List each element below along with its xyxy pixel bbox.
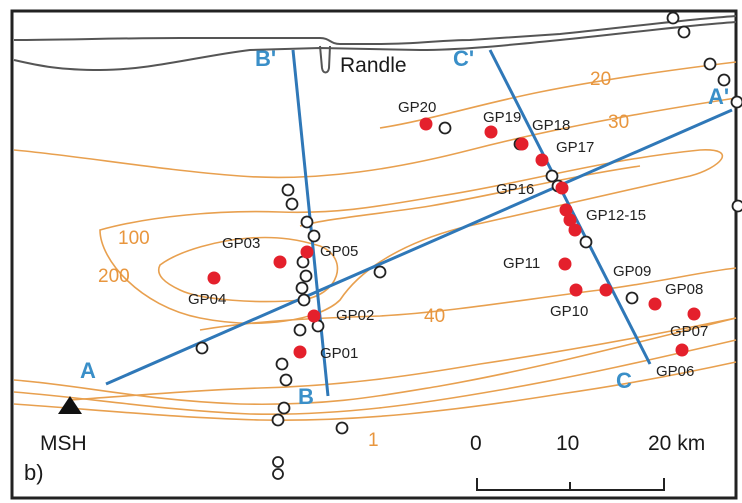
profile-label-a-end: A' [708, 84, 729, 109]
scale-bar: 0 10 20 km [470, 432, 705, 491]
profile-label-a-start: A [80, 358, 96, 383]
station-label-gp10: GP10 [550, 303, 588, 320]
station-gp11 [558, 257, 572, 271]
station-gp07 [687, 307, 701, 321]
station-gp04 [207, 271, 221, 285]
station-gp16 [555, 181, 569, 195]
contour-labels: 20 30 100 200 40 1 [98, 69, 629, 451]
contour-label-40: 40 [424, 306, 445, 327]
station-label-gp17: GP17 [556, 139, 594, 156]
map-frame [10, 9, 738, 500]
volcano-label-msh: MSH [40, 432, 87, 455]
scale-tick-20km: 20 km [648, 432, 705, 455]
station-gp05 [300, 245, 314, 259]
station-gp19 [484, 125, 498, 139]
station-label-gp19: GP19 [483, 109, 521, 126]
contour-label-200: 200 [98, 266, 130, 287]
station-label-gp12-15: GP12-15 [586, 207, 646, 224]
contour-100 [99, 149, 724, 324]
station-gp06 [675, 343, 689, 357]
volcano-icon [58, 396, 82, 414]
contour-200 [158, 236, 339, 303]
station-label-gp01: GP01 [320, 345, 358, 362]
station-label-gp03: GP03 [222, 235, 260, 252]
contour-label-20: 20 [590, 69, 611, 90]
profile-label-b-start: B [298, 384, 314, 409]
station-gp17 [535, 153, 549, 167]
station-gp02 [307, 309, 321, 323]
profile-label-c-end: C' [453, 46, 474, 71]
station-label-gp11: GP11 [503, 255, 540, 272]
profile-label-b-end: B' [255, 46, 276, 71]
contour-label-1: 1 [368, 430, 379, 451]
station-label-gp09: GP09 [613, 263, 651, 280]
panel-label: b) [24, 460, 44, 485]
station-label-gp18: GP18 [532, 117, 570, 134]
profile-labels: A A' B B' C C' [80, 46, 729, 409]
scale-tick-0: 0 [470, 432, 482, 455]
scale-tick-10: 10 [556, 432, 579, 455]
station-gp12-15 [559, 203, 573, 217]
station-label-gp02: GP02 [336, 307, 374, 324]
station-gp20 [419, 117, 433, 131]
contour-1b [13, 339, 737, 416]
station-gp03 [273, 255, 287, 269]
station-label-gp08: GP08 [665, 281, 703, 298]
river [13, 15, 737, 74]
station-gp08 [648, 297, 662, 311]
station-label-gp20: GP20 [398, 99, 436, 116]
station-label-gp07: GP07 [670, 323, 708, 340]
profile-line-a [105, 108, 733, 386]
station-gp18 [515, 137, 529, 151]
town-label-randle: Randle [340, 54, 407, 77]
station-gp10 [569, 283, 583, 297]
station-labels: GP20 GP19 GP18 GP17 GP16 GP12-15 GP11 GP… [188, 99, 708, 380]
station-label-gp06: GP06 [656, 363, 694, 380]
contour-30 [13, 97, 737, 179]
station-label-gp16: GP16 [496, 181, 534, 198]
contour-label-30: 30 [608, 112, 629, 133]
station-label-gp04: GP04 [188, 291, 226, 308]
station-gp01 [293, 345, 307, 359]
contour-40 [69, 317, 737, 401]
gp-stations [207, 117, 701, 359]
open-stations [195, 11, 742, 480]
profile-label-c-start: C [616, 368, 632, 393]
contour-label-100: 100 [118, 228, 150, 249]
station-gp09 [599, 283, 613, 297]
contour-1c [13, 361, 737, 422]
station-label-gp05: GP05 [320, 243, 358, 260]
contour-1 [13, 317, 737, 406]
contour-20 [379, 61, 737, 129]
